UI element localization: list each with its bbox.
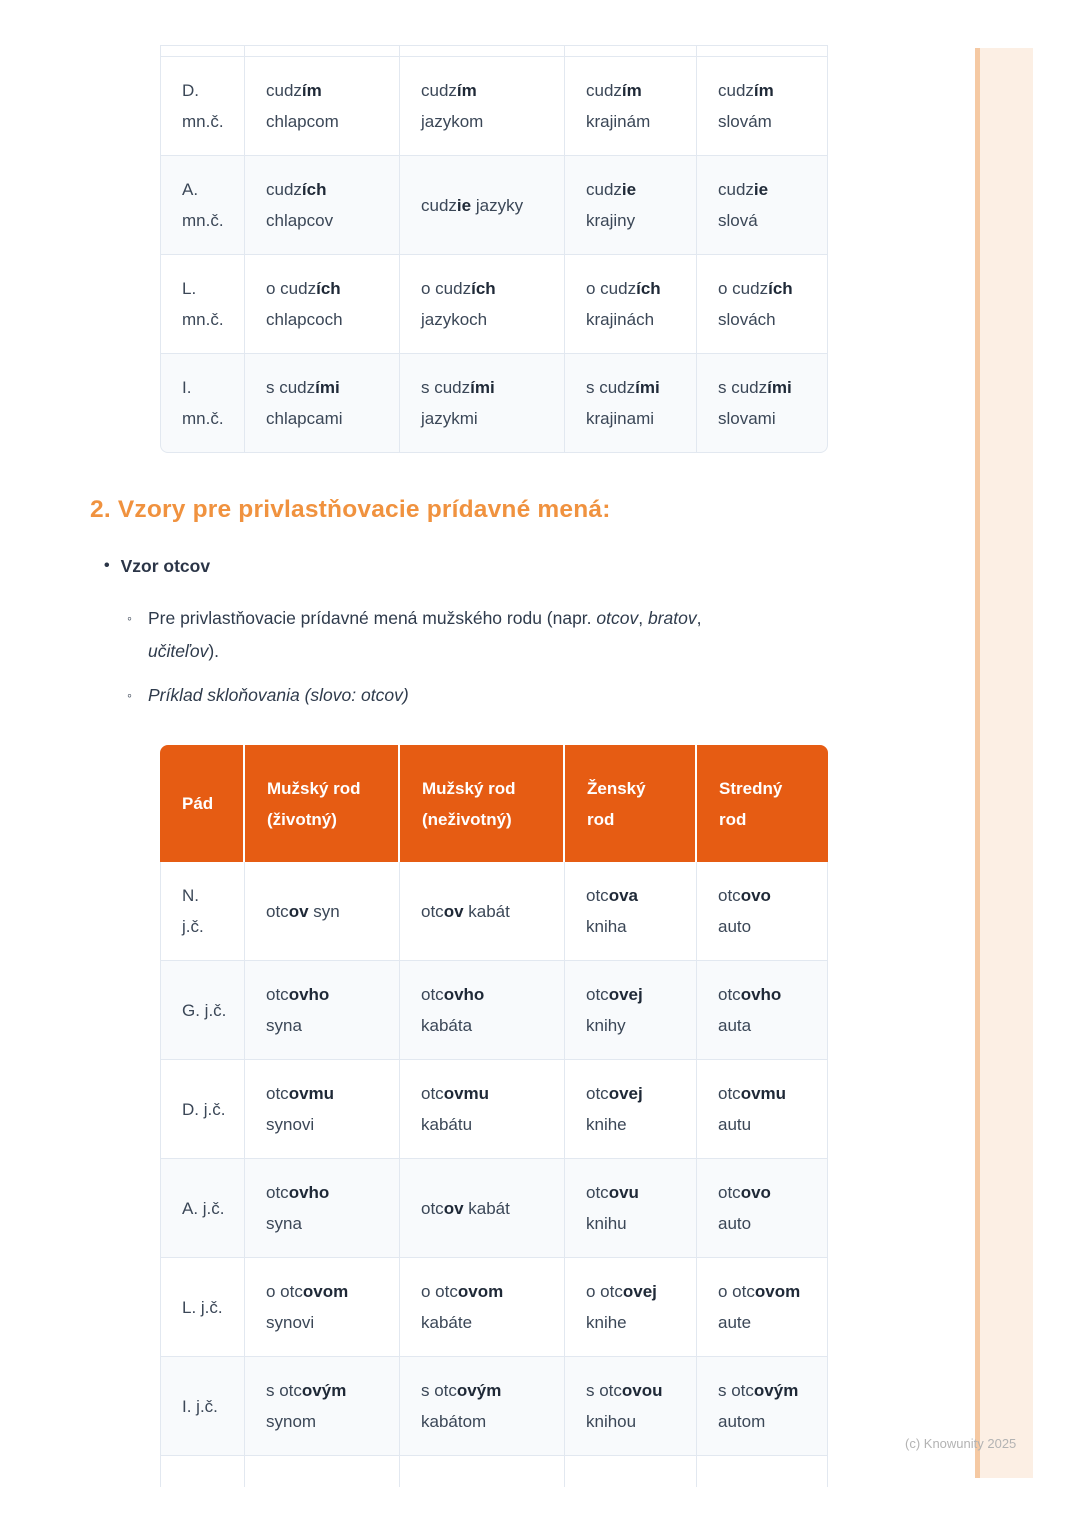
bullet-dot-icon: • — [104, 557, 110, 574]
form-cell: otcovho kabáta — [400, 961, 565, 1060]
form-cell: otcova kniha — [565, 862, 697, 961]
form-cell: o otcovom synovi — [245, 1258, 400, 1357]
table-otcov-body: N. j.č. otcov syn otcov kabát otcova kniha otc… — [160, 862, 828, 1487]
form-cell: otcovmu autu — [697, 1060, 828, 1159]
empty-cell — [697, 45, 828, 57]
case-label-cell: L. mn.č. — [160, 255, 245, 354]
case-label-cell: L. j.č. — [160, 1258, 245, 1357]
case-label-cell: A. mn.č. — [160, 156, 245, 255]
form-cell: cudzím chlapcom — [245, 57, 400, 156]
cutoff-row-top — [160, 45, 828, 57]
form-cell: otcovho syna — [245, 961, 400, 1060]
bullet-vzor-otcov-label: Vzor otcov — [120, 556, 211, 576]
table-cudzi-body: D. mn.č. cudzím chlapcom cudzím jazykom cudzím… — [160, 45, 828, 453]
table-row: I. j.č. s otcovým synom s otcovým kabátom s o… — [160, 1357, 828, 1456]
empty-cell — [400, 45, 565, 57]
form-cell: otcovo auto — [697, 1159, 828, 1258]
case-label-cell: I. mn.č. — [160, 354, 245, 453]
case-label-cell: A. j.č. — [160, 1159, 245, 1258]
table-cudzi-plural: D. mn.č. cudzím chlapcom cudzím jazykom cudzím… — [160, 45, 828, 453]
form-cell: s cudzími jazykmi — [400, 354, 565, 453]
form-cell: o otcovej knihe — [565, 1258, 697, 1357]
form-cell: cudzie slová — [697, 156, 828, 255]
page-edge-band — [975, 48, 1033, 1478]
section-heading: 2. Vzory pre privlastňovacie prídavné me… — [90, 496, 611, 523]
empty-cell — [160, 1456, 245, 1487]
table-row: N. j.č. otcov syn otcov kabát otcova kniha otc… — [160, 862, 828, 961]
form-cell: o cudzích chlapcoch — [245, 255, 400, 354]
form-cell: o cudzích krajinách — [565, 255, 697, 354]
form-cell: otcovo auto — [697, 862, 828, 961]
form-cell: otcov kabát — [400, 862, 565, 961]
form-cell: s cudzími slovami — [697, 354, 828, 453]
sub-bullet-example-text: Príklad skloňovania (slovo: otcov) — [147, 685, 409, 705]
form-cell: otcovej knihy — [565, 961, 697, 1060]
empty-cell — [245, 1456, 400, 1487]
declension-table-cudzi: D. mn.č. cudzím chlapcom cudzím jazykom cudzím… — [160, 45, 828, 453]
header-row: Pád Mužský rod (životný) Mužský rod (neživot… — [160, 745, 828, 862]
empty-cell — [565, 1456, 697, 1487]
form-cell: o otcovom aute — [697, 1258, 828, 1357]
form-cell: s otcovým autom — [697, 1357, 828, 1456]
sub-bullet-example: ◦ Príklad skloňovania (slovo: otcov) — [127, 679, 409, 712]
form-cell: s otcovým synom — [245, 1357, 400, 1456]
form-cell: s cudzími chlapcami — [245, 354, 400, 453]
cutoff-row-bottom — [160, 1456, 828, 1487]
sub-bullet-definition: ◦ Pre privlastňovacie prídavné mená mužs… — [127, 602, 701, 668]
case-label-cell: I. j.č. — [160, 1357, 245, 1456]
form-cell: o cudzích jazykoch — [400, 255, 565, 354]
form-cell: o cudzích slovách — [697, 255, 828, 354]
form-cell: o otcovom kabáte — [400, 1258, 565, 1357]
column-header: Mužský rod (neživotný) — [400, 745, 565, 862]
empty-cell — [400, 1456, 565, 1487]
table-row: D. j.č. otcovmu synovi otcovmu kabátu otcovej… — [160, 1060, 828, 1159]
sub-bullet-definition-text: Pre privlastňovacie prídavné mená mužské… — [147, 608, 702, 661]
form-cell: otcovu knihu — [565, 1159, 697, 1258]
form-cell: cudzím jazykom — [400, 57, 565, 156]
bullet-circle-icon: ◦ — [127, 687, 132, 703]
form-cell: cudzím slovám — [697, 57, 828, 156]
form-cell: cudzím krajinám — [565, 57, 697, 156]
empty-cell — [565, 45, 697, 57]
form-cell: otcov kabát — [400, 1159, 565, 1258]
empty-cell — [160, 45, 245, 57]
form-cell: otcovmu synovi — [245, 1060, 400, 1159]
case-label-cell: G. j.č. — [160, 961, 245, 1060]
form-cell: s cudzími krajinami — [565, 354, 697, 453]
form-cell: cudzie jazyky — [400, 156, 565, 255]
table-row: I. mn.č. s cudzími chlapcami s cudzími jazykm… — [160, 354, 828, 453]
case-label-cell: D. j.č. — [160, 1060, 245, 1159]
declension-table-otcov: Pád Mužský rod (životný) Mužský rod (neživot… — [160, 745, 828, 1487]
table-otcov-header: Pád Mužský rod (životný) Mužský rod (neživot… — [160, 745, 828, 862]
empty-cell — [245, 45, 400, 57]
table-row: D. mn.č. cudzím chlapcom cudzím jazykom cudzím… — [160, 57, 828, 156]
form-cell: otcovho syna — [245, 1159, 400, 1258]
form-cell: cudzích chlapcov — [245, 156, 400, 255]
form-cell: otcovej knihe — [565, 1060, 697, 1159]
form-cell: cudzie krajiny — [565, 156, 697, 255]
form-cell: otcovho auta — [697, 961, 828, 1060]
table-row: L. mn.č. o cudzích chlapcoch o cudzích jazyko… — [160, 255, 828, 354]
bullet-vzor-otcov: • Vzor otcov — [104, 555, 210, 577]
copyright-text: (c) Knowunity 2025 — [905, 1436, 1017, 1451]
table-row: G. j.č. otcovho syna otcovho kabáta otcovej kn… — [160, 961, 828, 1060]
empty-cell — [697, 1456, 828, 1487]
table-otcov: Pád Mužský rod (životný) Mužský rod (neživot… — [160, 745, 828, 1487]
form-cell: otcov syn — [245, 862, 400, 961]
column-header: Pád — [160, 745, 245, 862]
form-cell: s otcovou knihou — [565, 1357, 697, 1456]
form-cell: s otcovým kabátom — [400, 1357, 565, 1456]
table-row: L. j.č. o otcovom synovi o otcovom kabáte o o… — [160, 1258, 828, 1357]
column-header: Stredný rod — [697, 745, 828, 862]
table-row: A. j.č. otcovho syna otcov kabát otcovu knihu… — [160, 1159, 828, 1258]
table-row: A. mn.č. cudzích chlapcov cudzie jazyky cudzi… — [160, 156, 828, 255]
column-header: Mužský rod (životný) — [245, 745, 400, 862]
column-header: Ženský rod — [565, 745, 697, 862]
case-label-cell: D. mn.č. — [160, 57, 245, 156]
case-label-cell: N. j.č. — [160, 862, 245, 961]
form-cell: otcovmu kabátu — [400, 1060, 565, 1159]
bullet-circle-icon: ◦ — [127, 610, 132, 626]
